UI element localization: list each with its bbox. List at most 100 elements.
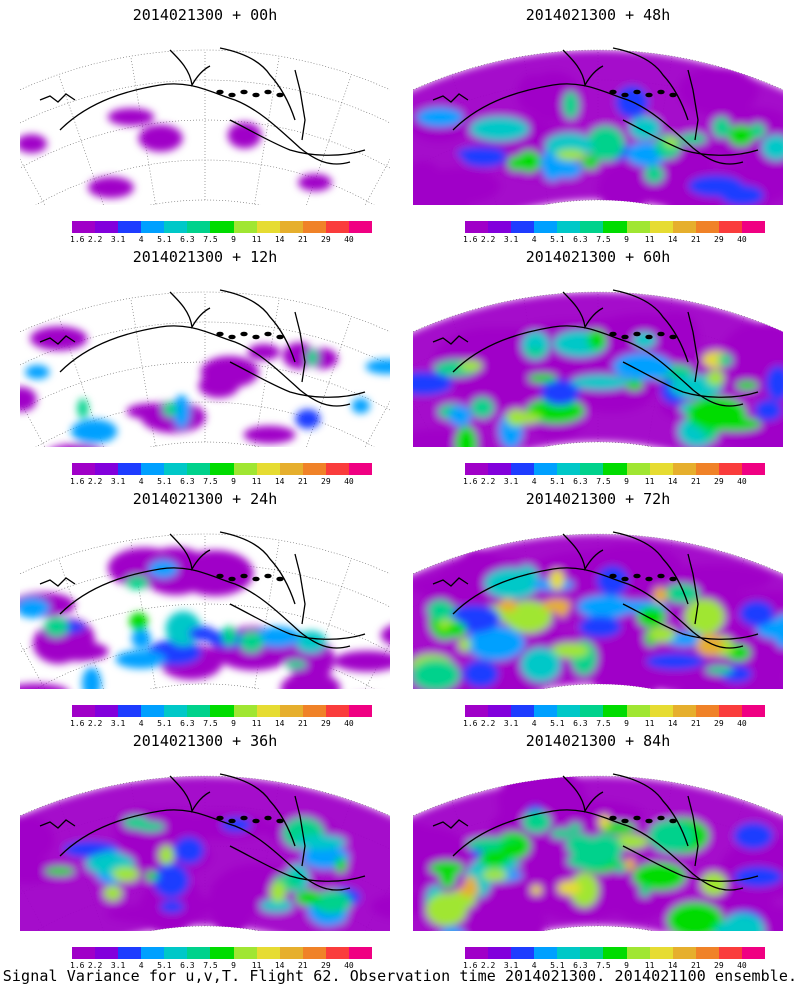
colorbar-tick-label: 40	[737, 235, 747, 244]
colorbar	[72, 947, 373, 959]
colorbar-tick-label: 6.3	[573, 477, 588, 486]
colorbar-swatch	[672, 463, 696, 475]
variance-map	[20, 531, 390, 689]
colorbar-swatch	[718, 947, 742, 959]
colorbar-tick-label: 29	[321, 235, 331, 244]
colorbar-swatch	[465, 947, 489, 959]
variance-field	[413, 50, 783, 205]
forecast-panel: 2014021300 + 84h 1.6 2.2 3.1 4 5.1 6.3 7.5 9 11 14…	[408, 726, 788, 970]
colorbar-tick-label: 3.1	[503, 719, 519, 728]
colorbar-swatch	[187, 947, 211, 959]
colorbar-tick-label: 40	[737, 719, 747, 728]
colorbar-tick-label: 4	[138, 235, 144, 244]
colorbar-swatch	[95, 463, 119, 475]
colorbar-swatch	[95, 705, 119, 717]
colorbar-tick-label: 2.2	[480, 235, 496, 244]
variance-field	[413, 534, 783, 689]
colorbar-tick-label: 7.5	[596, 477, 611, 486]
colorbar-swatch	[603, 705, 627, 717]
colorbar-tick-label: 4	[531, 719, 537, 728]
colorbar-tick-label: 7.5	[203, 235, 218, 244]
colorbar-swatch	[141, 947, 165, 959]
panel-title: 2014021300 + 72h	[525, 490, 671, 508]
colorbar-tick-label: 5.1	[550, 961, 565, 970]
colorbar-swatch	[72, 947, 96, 959]
colorbar-swatch	[580, 947, 604, 959]
colorbar-swatch	[718, 221, 742, 233]
colorbar-tick-label: 14	[667, 719, 678, 728]
colorbar-swatch	[649, 221, 673, 233]
colorbar-tick-label: 3.1	[110, 719, 126, 728]
colorbar-tick-label: 7.5	[596, 719, 611, 728]
colorbar-tick-label: 1.6	[70, 235, 85, 244]
colorbar-swatch	[348, 221, 373, 233]
colorbar-tick-label: 9	[231, 235, 236, 244]
colorbar-tick-label: 40	[344, 719, 354, 728]
colorbar-swatch	[210, 221, 234, 233]
colorbar-swatch	[72, 463, 96, 475]
colorbar-swatch	[141, 463, 165, 475]
colorbar-tick-label: 9	[624, 961, 629, 970]
colorbar-tick-label: 14	[667, 961, 678, 970]
colorbar-swatch	[534, 221, 558, 233]
colorbar-swatch	[465, 463, 489, 475]
colorbar-swatch	[718, 705, 742, 717]
colorbar-swatch	[118, 463, 142, 475]
colorbar-tick-label: 1.6	[463, 961, 478, 970]
colorbar-tick-label: 21	[297, 719, 308, 728]
colorbar-tick-label: 3.1	[110, 235, 126, 244]
colorbar-swatch	[187, 221, 211, 233]
colorbar-swatch	[511, 463, 535, 475]
colorbar-tick-label: 1.6	[463, 719, 478, 728]
colorbar-swatch	[325, 947, 349, 959]
colorbar-tick-label: 11	[251, 477, 262, 486]
coastline	[432, 47, 759, 165]
colorbar-tick-label: 5.1	[550, 477, 565, 486]
colorbar-swatch	[557, 947, 581, 959]
colorbar-swatch	[233, 705, 257, 717]
colorbar-tick-label: 6.3	[180, 477, 195, 486]
forecast-panel: 2014021300 + 12h 1.6 2.2 3.1 4 5.1 6.3 7.5 9 11 14…	[15, 242, 395, 486]
colorbar-swatch	[164, 947, 188, 959]
colorbar-tick-label: 29	[714, 719, 724, 728]
colorbar-tick-label: 29	[321, 477, 331, 486]
colorbar-tick-label: 5.1	[550, 235, 565, 244]
colorbar-tick-label: 2.2	[480, 961, 496, 970]
colorbar-swatch	[348, 463, 373, 475]
colorbar-tick-label: 9	[624, 477, 629, 486]
colorbar-swatch	[164, 705, 188, 717]
colorbar-tick-label: 11	[251, 961, 262, 970]
colorbar-tick-label: 9	[624, 235, 629, 244]
colorbar-tick-label: 4	[531, 477, 537, 486]
colorbar-tick-label: 11	[644, 477, 655, 486]
forecast-panel: 2014021300 + 72h 1.6 2.2 3.1 4 5.1 6.3 7.5 9 11 14…	[408, 484, 788, 728]
colorbar-swatch	[649, 463, 673, 475]
colorbar-swatch	[187, 705, 211, 717]
colorbar-tick-label: 3.1	[110, 961, 126, 970]
colorbar-tick-label: 21	[297, 235, 308, 244]
colorbar-labels: 1.6 2.2 3.1 4 5.1 6.3 7.5 9 11 14 21 29 40	[463, 235, 765, 247]
colorbar-tick-label: 5.1	[550, 719, 565, 728]
colorbar-swatch	[302, 705, 326, 717]
colorbar-swatch	[672, 221, 696, 233]
colorbar-tick-label: 6.3	[573, 961, 588, 970]
colorbar-tick-label: 5.1	[157, 961, 172, 970]
colorbar-swatch	[534, 463, 558, 475]
colorbar-tick-label: 2.2	[87, 477, 103, 486]
colorbar-tick-label: 29	[714, 477, 724, 486]
coastline	[39, 531, 366, 649]
panel-title: 2014021300 + 24h	[132, 490, 278, 508]
colorbar-swatch	[672, 947, 696, 959]
colorbar-tick-label: 2.2	[480, 477, 496, 486]
colorbar-tick-label: 11	[251, 235, 262, 244]
colorbar-labels: 1.6 2.2 3.1 4 5.1 6.3 7.5 9 11 14 21 29 40	[463, 719, 765, 731]
colorbar-swatch	[603, 463, 627, 475]
figure-caption: Signal Variance for u,v,T. Flight 62. Ob…	[2, 967, 798, 985]
colorbar-swatch	[302, 221, 326, 233]
colorbar-tick-label: 2.2	[87, 235, 103, 244]
colorbar-tick-label: 1.6	[70, 719, 85, 728]
colorbar-tick-label: 11	[644, 719, 655, 728]
colorbar-swatch	[348, 705, 373, 717]
colorbar-swatch	[210, 463, 234, 475]
colorbar-labels: 1.6 2.2 3.1 4 5.1 6.3 7.5 9 11 14 21 29 40	[70, 235, 372, 247]
